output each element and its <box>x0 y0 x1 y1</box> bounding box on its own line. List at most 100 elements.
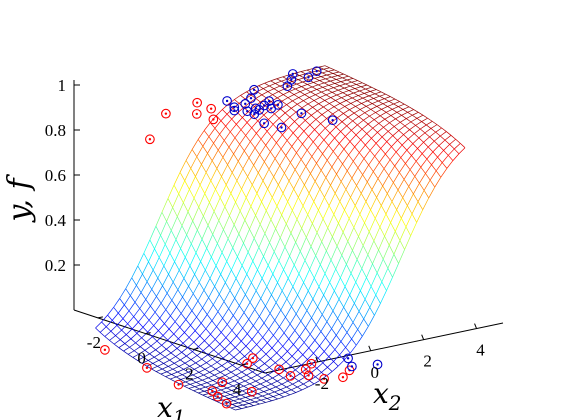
mesh-line <box>214 274 221 287</box>
mesh-line <box>233 224 240 235</box>
mesh-line <box>345 100 351 104</box>
mesh-line <box>196 156 202 165</box>
mesh-line <box>291 108 297 113</box>
x1-axis-label-text: x1 <box>157 391 186 420</box>
data-point <box>242 358 252 369</box>
mesh-line <box>374 93 380 97</box>
mesh-line <box>350 103 356 107</box>
mesh-line <box>160 353 166 358</box>
mesh-line <box>306 69 312 73</box>
data-point <box>303 72 314 83</box>
mesh-line <box>254 386 260 390</box>
mesh-line <box>311 363 317 369</box>
mesh-line <box>417 142 424 149</box>
mesh-line <box>224 206 230 216</box>
mesh-line <box>287 344 294 352</box>
mesh-line <box>233 351 241 358</box>
mesh-line <box>215 368 221 373</box>
mesh-line <box>430 124 438 129</box>
mesh-line <box>227 401 233 405</box>
mesh-line <box>303 77 309 81</box>
mesh-line <box>330 173 337 186</box>
mesh-line <box>320 250 327 265</box>
mesh-line <box>306 237 312 247</box>
mesh-line <box>273 237 281 252</box>
mesh-line <box>380 290 387 304</box>
mesh-line <box>295 313 302 322</box>
mesh-line <box>164 230 172 245</box>
mesh-line <box>308 77 315 81</box>
mesh-line <box>212 304 219 312</box>
mesh-line <box>197 300 203 309</box>
mesh-line <box>186 303 193 311</box>
mesh-line <box>269 302 277 314</box>
mesh-line <box>219 184 227 198</box>
mesh-line <box>148 360 154 364</box>
mesh-line <box>365 189 373 202</box>
mesh-line <box>254 383 261 387</box>
mesh-line <box>333 214 339 224</box>
mesh-line <box>243 242 249 253</box>
mesh-line <box>281 357 287 363</box>
mesh-line <box>291 138 299 147</box>
mesh-line <box>327 89 333 93</box>
mesh-line <box>399 101 405 105</box>
mesh-line <box>172 207 178 217</box>
z-axis-label-text: y, f <box>2 174 37 224</box>
mesh-line <box>257 391 264 395</box>
mesh-line <box>387 131 394 136</box>
mesh-line <box>143 357 149 361</box>
mesh-line <box>314 129 320 135</box>
mesh-line <box>190 359 196 364</box>
mesh-line <box>404 125 410 130</box>
mesh-line <box>294 320 302 331</box>
mesh-line <box>164 352 172 358</box>
mesh-line <box>387 182 394 194</box>
mesh-line <box>148 312 156 321</box>
mesh-line <box>166 281 174 294</box>
mesh-line <box>354 139 361 148</box>
mesh-line <box>423 136 430 143</box>
mesh-line <box>303 100 309 105</box>
mesh-line <box>389 159 396 167</box>
mesh-line <box>276 142 282 150</box>
mesh-line <box>126 328 133 335</box>
mesh-line <box>166 207 173 222</box>
mesh-line <box>203 290 209 298</box>
mesh-line <box>291 386 298 391</box>
mesh-line <box>193 335 201 343</box>
mesh-line <box>173 333 179 340</box>
mesh-line <box>234 297 240 306</box>
mesh-line <box>390 222 396 232</box>
mesh-line <box>182 371 189 376</box>
mesh-line <box>366 181 373 190</box>
mesh-line <box>212 397 219 400</box>
mesh-line <box>304 94 310 98</box>
mesh-line <box>303 342 310 349</box>
mesh-line <box>348 303 355 316</box>
mesh-line <box>195 239 203 253</box>
mesh-line <box>322 70 329 74</box>
mesh-line <box>180 248 186 258</box>
mesh-line <box>237 150 245 162</box>
mesh-line <box>335 255 343 270</box>
mesh-line <box>304 260 310 270</box>
mesh-line <box>358 112 365 117</box>
mesh-line <box>250 344 257 352</box>
mesh-line <box>386 141 392 147</box>
mesh-line <box>402 109 408 113</box>
mesh-line <box>191 149 198 157</box>
mesh-line <box>324 97 331 101</box>
mesh-line <box>121 323 128 331</box>
mesh-line <box>273 335 279 342</box>
mesh-line <box>200 365 206 370</box>
mesh-line <box>262 393 269 397</box>
mesh-line <box>321 227 329 242</box>
mesh-line <box>307 100 315 105</box>
mesh-line <box>340 79 348 82</box>
mesh-line <box>400 118 407 123</box>
mesh-line <box>206 358 213 363</box>
x2-tick-mark <box>315 356 319 363</box>
mesh-line <box>452 153 460 161</box>
mesh-line <box>401 138 409 146</box>
